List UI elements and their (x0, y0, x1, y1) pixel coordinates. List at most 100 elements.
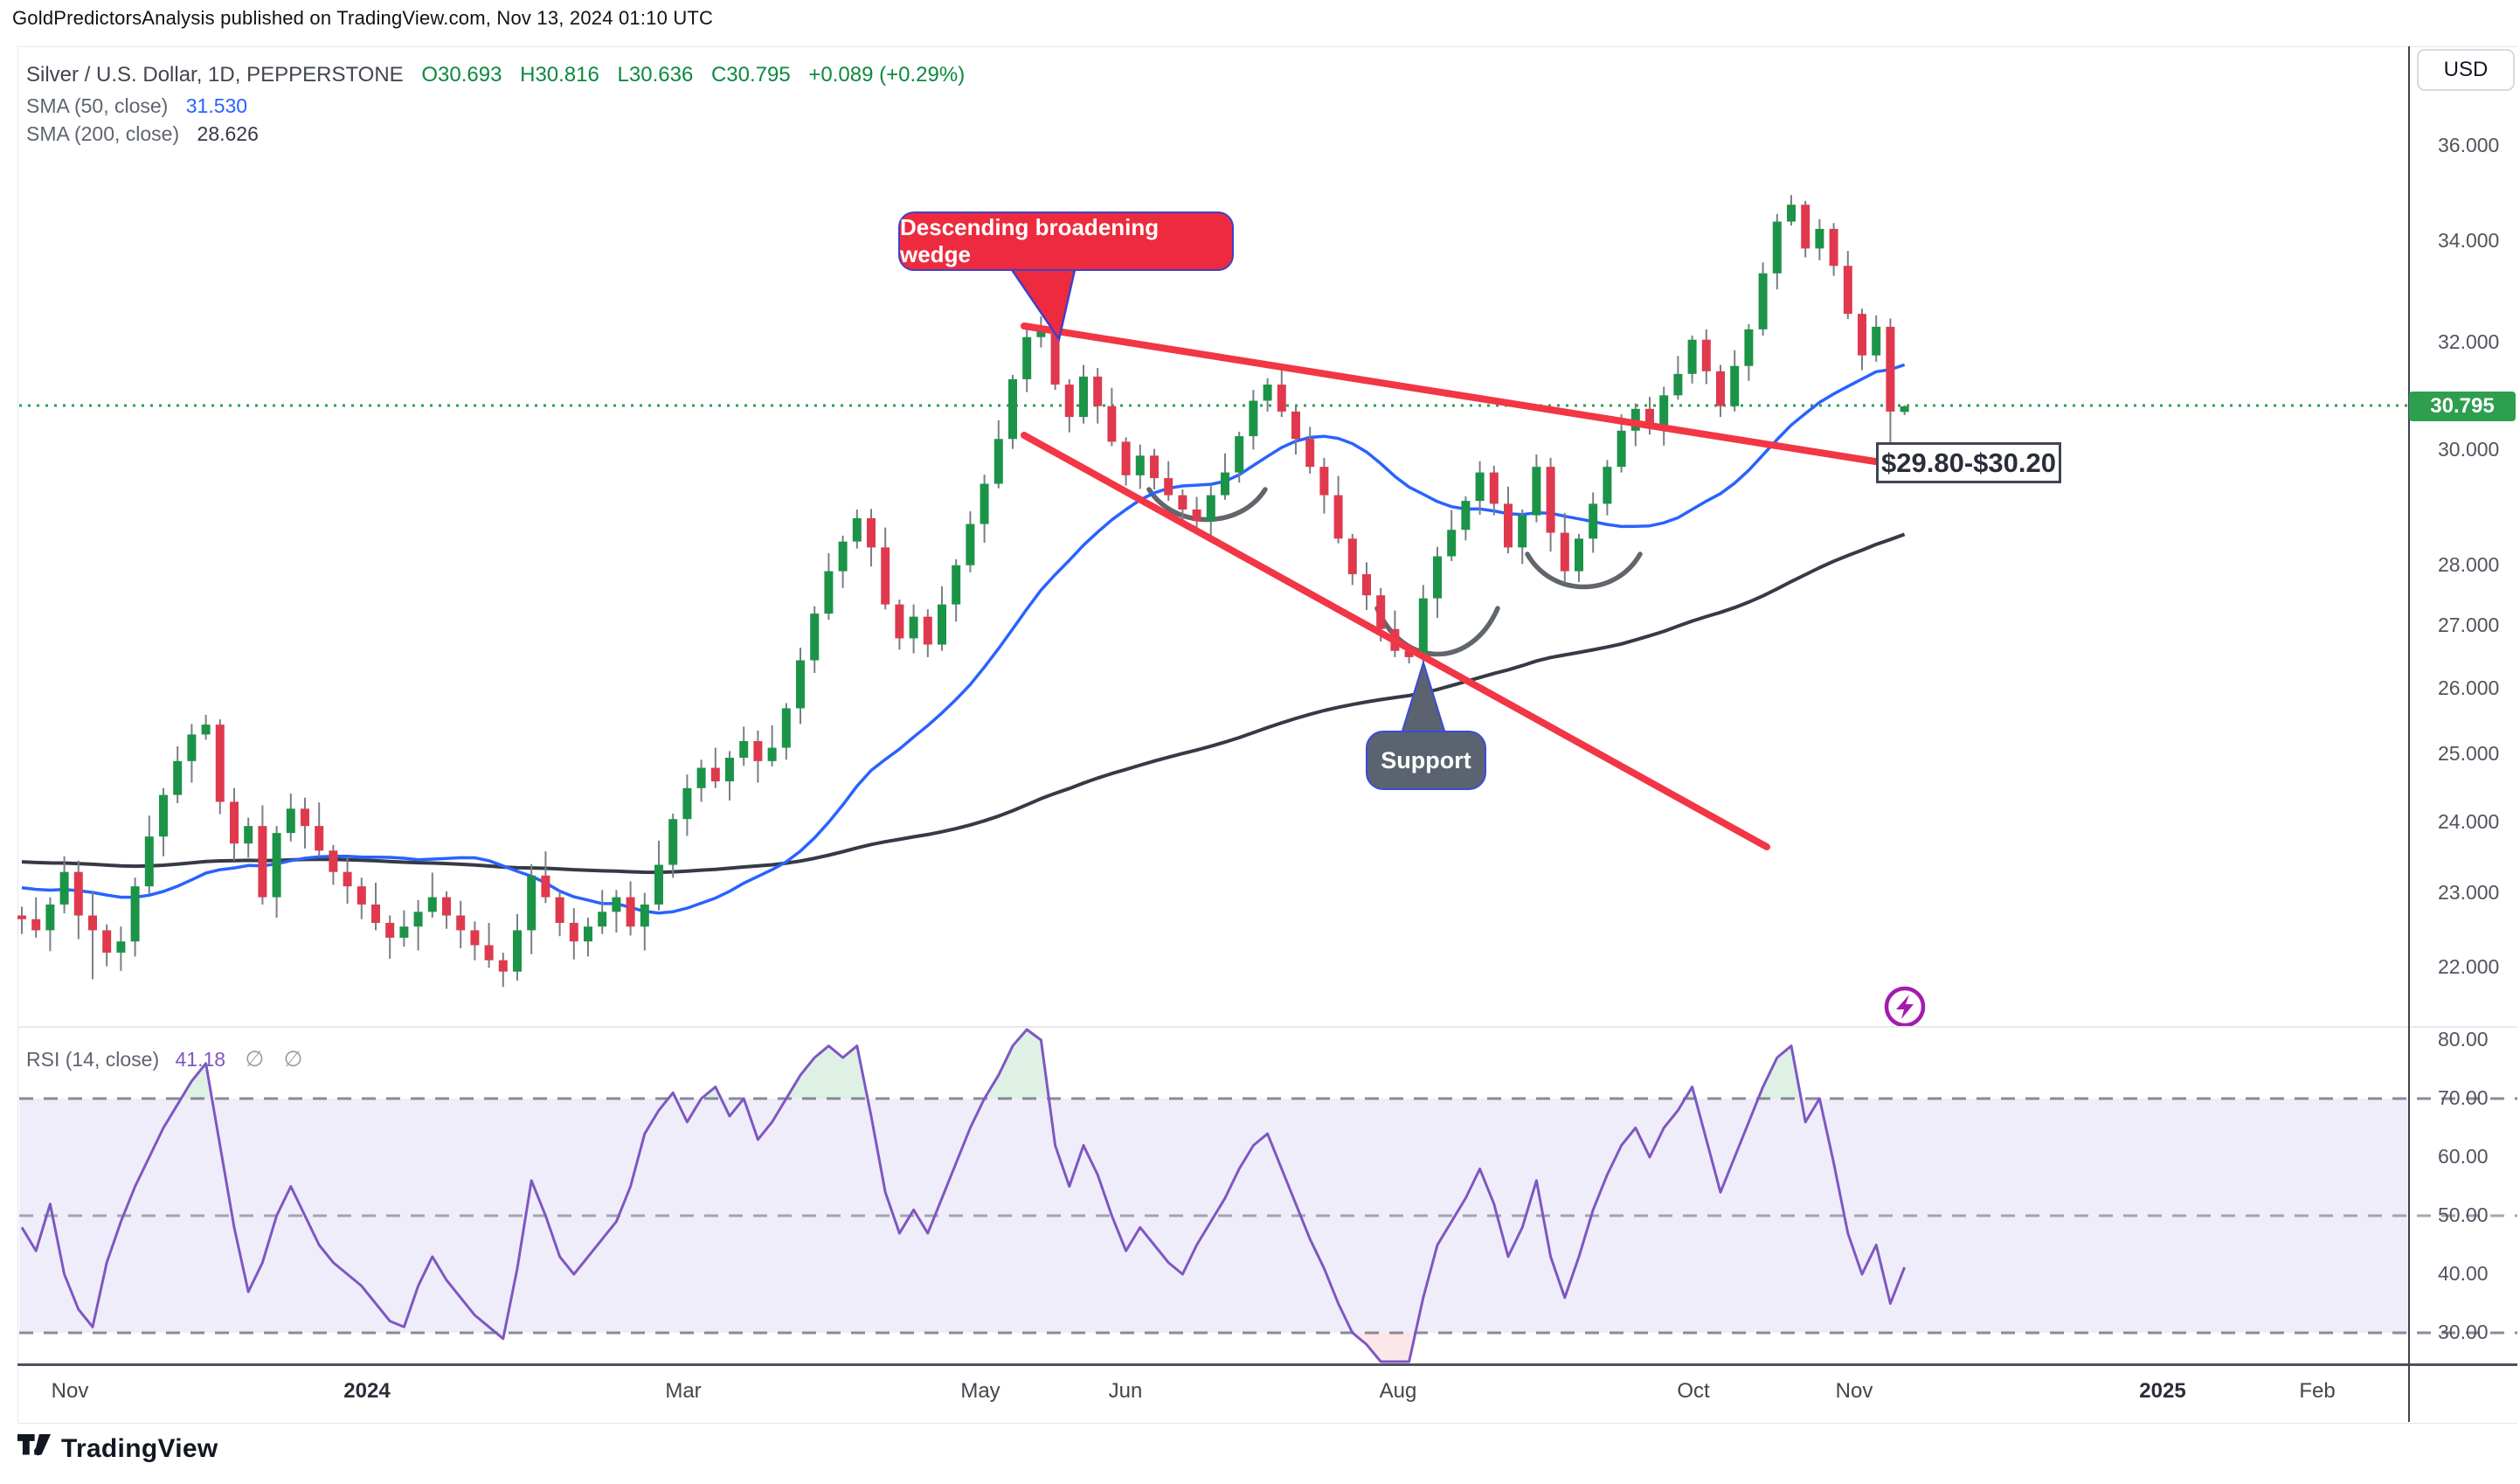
candle-down (1178, 495, 1187, 510)
time-axis-label: Nov (1835, 1379, 1873, 1403)
candle-down (371, 904, 380, 923)
candle-up (116, 941, 126, 954)
symbol-legend[interactable]: Silver / U.S. Dollar, 1D, PEPPERSTONE O3… (26, 63, 977, 87)
candle-down (343, 871, 352, 887)
candle-up (640, 904, 649, 927)
candle-down (329, 850, 338, 872)
ohlc-low: L30.636 (617, 63, 694, 87)
pane-separator[interactable] (17, 1026, 2517, 1028)
rsi-hidden-icon[interactable]: ∅ (283, 1047, 303, 1071)
candle-down (1858, 314, 1866, 356)
candle-up (654, 864, 663, 905)
time-axis-label: Nov (51, 1379, 89, 1403)
tradingview-wordmark: TradingView (61, 1434, 218, 1463)
candle-up (1206, 495, 1215, 522)
candle-up (201, 725, 211, 735)
candle-up (1447, 530, 1457, 557)
candle-down (1701, 339, 1711, 371)
candle-up (1730, 365, 1740, 406)
candle-up (59, 871, 69, 905)
price-axis-label: 32.000 (2438, 329, 2500, 353)
candle-down (102, 930, 112, 954)
candle-up (272, 833, 281, 898)
candle-down (1192, 510, 1201, 522)
rsi-value: 41.18 (175, 1048, 226, 1071)
candle-down (1050, 326, 1060, 385)
rsi-hidden-icon[interactable]: ∅ (245, 1047, 265, 1071)
time-axis-separator[interactable] (17, 1363, 2517, 1366)
candle-up (696, 767, 706, 788)
candle-down (1843, 266, 1852, 315)
candle-up (966, 524, 975, 565)
candle-down (1277, 385, 1286, 412)
candle-down (1404, 650, 1414, 657)
price-axis-separator[interactable] (2408, 46, 2410, 1422)
candle-up (909, 616, 918, 639)
candle-down (484, 945, 494, 960)
candle-down (73, 871, 83, 916)
rsi-legend[interactable]: RSI (14, close) 41.18 ∅ ∅ (26, 1046, 302, 1072)
support-zone-label[interactable]: $29.80-$30.20 (1876, 442, 2061, 483)
candle-up (852, 517, 862, 542)
candle-up (244, 826, 253, 844)
candle-down (555, 897, 564, 923)
sma50-label: SMA (50, close) (26, 94, 169, 117)
support-callout[interactable]: Support (1366, 731, 1486, 790)
candle-up (767, 747, 777, 761)
candle-up (286, 808, 295, 834)
rsi-line (20, 1028, 1906, 1363)
currency-toggle-button[interactable]: USD (2417, 49, 2515, 91)
candle-down (1546, 467, 1555, 533)
candle-up (187, 734, 197, 761)
wedge-pattern-callout[interactable]: Descending broadening wedge (898, 212, 1234, 271)
candle-down (895, 604, 904, 639)
footer-branding[interactable]: TradingView (17, 1433, 218, 1465)
candle-down (710, 767, 720, 781)
candle-down (626, 897, 635, 927)
price-axis-label: 28.000 (2438, 552, 2500, 576)
candle-down (1801, 205, 1810, 249)
sma200-legend[interactable]: SMA (200, close) 28.626 (26, 122, 259, 146)
candle-up (130, 886, 140, 942)
candle-up (1008, 378, 1017, 440)
time-axis-label: May (960, 1379, 1000, 1403)
price-change: +0.089 (+0.29%) (808, 63, 966, 87)
candle-up (838, 541, 848, 572)
candle-down (1560, 532, 1569, 572)
candle-down (17, 915, 26, 919)
flash-icon[interactable] (1884, 986, 1926, 1028)
candle-up (668, 819, 678, 865)
candle-up (781, 708, 791, 748)
candle-down (1333, 495, 1343, 539)
candle-up (427, 897, 437, 912)
candle-down (1376, 595, 1386, 629)
candle-down (301, 808, 309, 827)
candle-up (1135, 455, 1145, 475)
candle-up (413, 912, 423, 927)
price-axis-label: 25.000 (2438, 742, 2500, 766)
candle-down (498, 960, 508, 972)
candle-down (31, 919, 41, 931)
candle-up (1815, 228, 1824, 249)
sma50-legend[interactable]: SMA (50, close) 31.530 (26, 94, 247, 118)
candle-up (1022, 336, 1032, 379)
publisher-line: GoldPredictorsAnalysis published on Trad… (12, 7, 714, 29)
candle-down (541, 875, 550, 898)
candle-up (1475, 472, 1485, 502)
rsi-label: RSI (14, close) (26, 1048, 160, 1071)
candle-down (1107, 406, 1117, 442)
symbol-title: Silver / U.S. Dollar, 1D, PEPPERSTONE (26, 63, 404, 87)
candle-up (1617, 430, 1626, 468)
candle-down (230, 801, 239, 844)
price-axis-label: 26.000 (2438, 676, 2500, 700)
price-axis-label: 34.000 (2438, 228, 2500, 252)
candle-up (173, 760, 183, 795)
candle-down (1164, 478, 1173, 496)
candle-up (824, 571, 834, 614)
candle-down (1305, 439, 1315, 468)
time-axis-label: 2025 (2139, 1379, 2186, 1403)
candle-down (1291, 411, 1300, 440)
ohlc-high: H30.816 (520, 63, 599, 87)
candle-down (470, 930, 480, 946)
